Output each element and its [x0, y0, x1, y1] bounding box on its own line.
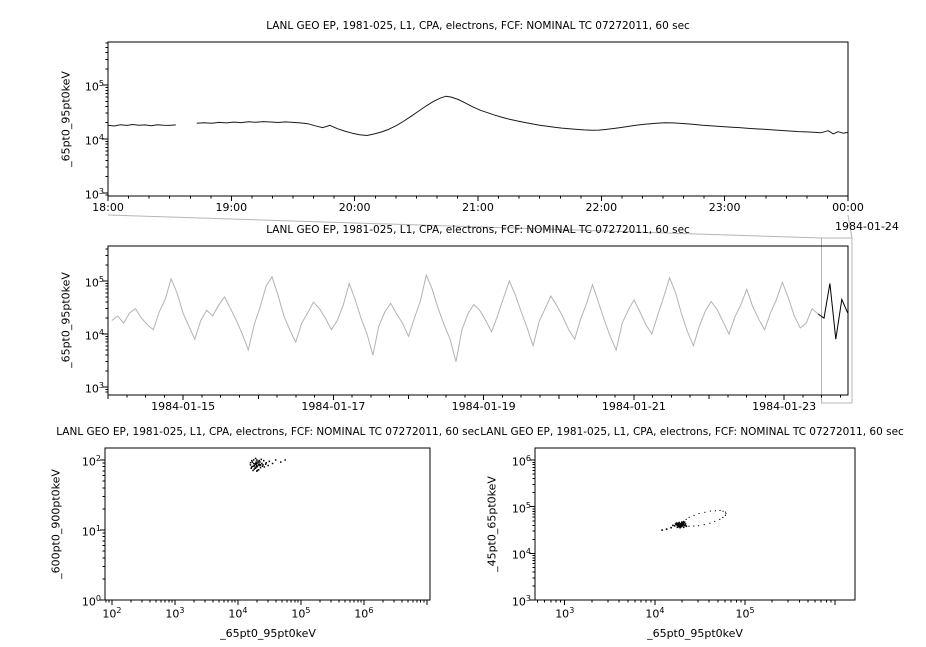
x-tick-label: 103 [555, 606, 575, 621]
series-scatter [682, 510, 727, 527]
series-scatter [249, 457, 286, 472]
y-tick-label: 104 [511, 547, 531, 563]
x-tick-label: 1984-01-15 [151, 400, 216, 413]
y-axis-label-scatter-left: _600pt0_900pt0keV [49, 469, 63, 579]
y-axis [530, 459, 535, 601]
y-tick-label: 101 [81, 523, 101, 539]
y-axis [103, 42, 108, 196]
x-axis-date-label: 1984-01-24 [835, 220, 899, 233]
x-axis [107, 395, 841, 400]
panel-title-top: LANL GEO EP, 1981-025, L1, CPA, electron… [266, 20, 690, 32]
series-line-context [111, 273, 819, 362]
x-tick-label: 22:00 [585, 201, 618, 214]
x-axis-label-scatter-right: _65pt0_95pt0keV [647, 627, 743, 640]
y-tick-label: 106 [511, 454, 531, 469]
y-tick-label: 102 [81, 453, 101, 469]
zoom-link-lines [107, 214, 853, 239]
y-axis [103, 248, 108, 393]
y-tick-label: 105 [84, 274, 104, 290]
x-tick-label: 23:00 [708, 201, 741, 214]
y-tick-label: 103 [511, 594, 531, 609]
x-tick-label: 105 [291, 606, 311, 621]
plot-area-zoom-timeseries[interactable] [108, 42, 848, 196]
x-tick-label: 1984-01-19 [451, 400, 516, 413]
y-tick-label: 104 [84, 328, 104, 343]
x-tick-label: 19:00 [215, 201, 248, 214]
series-line-highlight [817, 283, 849, 340]
axis-frame [534, 447, 856, 601]
panel-title-scatter-left: LANL GEO EP, 1981-025, L1, CPA, electron… [56, 426, 480, 438]
x-tick-label: 105 [735, 606, 755, 621]
x-tick-label: 104 [645, 606, 665, 621]
x-tick-label: 102 [102, 606, 122, 621]
y-tick-label: 105 [511, 500, 531, 516]
panel-title-context: LANL GEO EP, 1981-025, L1, CPA, electron… [266, 224, 690, 236]
x-axis [107, 196, 849, 201]
x-axis [105, 600, 428, 605]
panel-scatter-45-65 [530, 447, 856, 605]
y-tick-label: 105 [84, 79, 104, 94]
x-axis-label-scatter-left: _65pt0_95pt0keV [220, 627, 316, 640]
x-tick-label: 00:00 [832, 201, 864, 214]
x-tick-label: 21:00 [462, 201, 494, 214]
y-axis [100, 459, 105, 601]
y-tick-label: 103 [84, 186, 104, 202]
x-tick-label: 103 [165, 606, 185, 621]
axis-frame [107, 245, 849, 396]
x-tick-label: 106 [354, 606, 374, 621]
plot-area-scatter-600-900[interactable] [105, 448, 430, 600]
x-tick-label: 1984-01-21 [601, 400, 666, 413]
plot-area-context-timeseries[interactable] [108, 246, 848, 395]
panel-scatter-600-900 [100, 447, 431, 605]
x-tick-label: 20:00 [338, 201, 371, 214]
plot-area-scatter-45-65[interactable] [535, 448, 855, 600]
y-tick-label: 103 [84, 381, 104, 396]
panel-title-scatter-right: LANL GEO EP, 1981-025, L1, CPA, electron… [480, 426, 904, 438]
panel-zoom-timeseries [103, 41, 849, 201]
y-tick-label: 100 [81, 594, 101, 609]
panel-context-timeseries [103, 237, 853, 404]
x-tick-label: 1984-01-17 [301, 400, 366, 413]
zoom-region-box[interactable] [821, 237, 853, 404]
x-tick-label: 18:00 [92, 201, 124, 214]
x-tick-label: 104 [228, 606, 248, 621]
x-tick-label: 1984-01-23 [752, 400, 817, 413]
x-axis [537, 600, 836, 605]
series-line [107, 95, 849, 136]
y-tick-label: 104 [84, 132, 104, 148]
